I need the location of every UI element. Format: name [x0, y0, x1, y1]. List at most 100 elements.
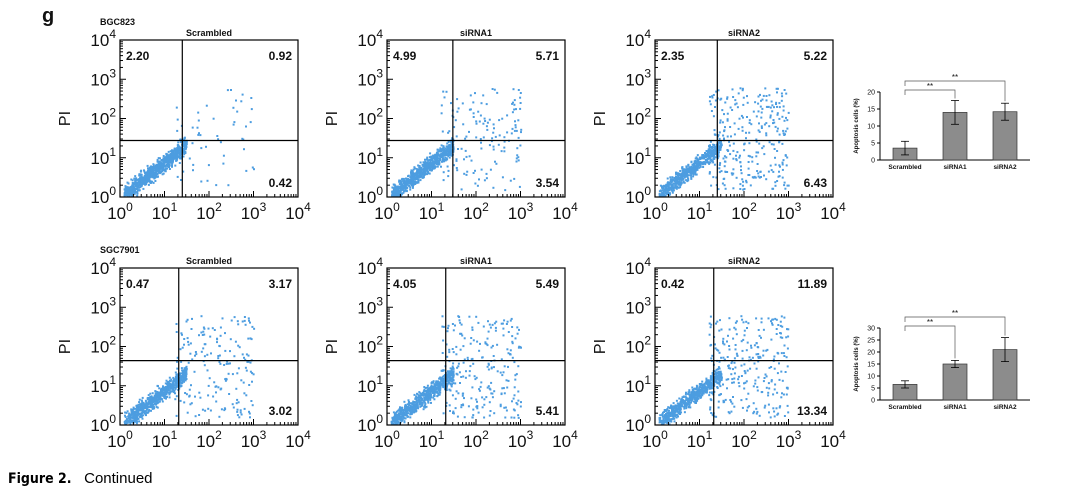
dot — [442, 90, 445, 93]
dot — [503, 136, 506, 139]
dot — [398, 409, 401, 412]
dot — [472, 172, 475, 174]
dot — [667, 181, 669, 184]
dot — [671, 176, 674, 179]
dot — [673, 176, 676, 179]
dot — [778, 170, 780, 173]
dot — [672, 189, 675, 192]
dot — [694, 169, 697, 172]
dot — [660, 193, 663, 196]
dot — [414, 397, 417, 400]
dot — [776, 112, 779, 115]
dot — [167, 158, 170, 160]
dot — [659, 190, 662, 193]
dot — [504, 406, 507, 409]
dot — [442, 339, 445, 342]
dot — [664, 192, 667, 195]
dot — [194, 351, 197, 353]
dot — [235, 387, 238, 390]
dot — [150, 175, 153, 178]
dot — [704, 152, 706, 154]
dot — [195, 353, 198, 356]
dot — [773, 148, 776, 150]
dot — [762, 145, 765, 148]
dot — [745, 131, 747, 134]
dot — [448, 146, 451, 149]
dot — [410, 176, 413, 179]
dot — [139, 173, 142, 176]
dot — [448, 377, 451, 380]
dot — [417, 169, 420, 172]
dot — [481, 406, 484, 409]
dot — [774, 184, 777, 187]
dot — [184, 148, 187, 151]
dot — [133, 420, 136, 423]
dot — [452, 374, 455, 377]
dot — [458, 319, 461, 322]
dot — [422, 167, 425, 170]
dot — [731, 88, 734, 91]
dot — [700, 157, 703, 160]
dot — [175, 373, 178, 376]
dot — [498, 119, 501, 122]
dot — [432, 161, 435, 164]
dot — [391, 416, 394, 419]
dot — [723, 155, 726, 158]
dot — [236, 414, 239, 417]
tick-label: 101 — [357, 145, 383, 168]
plot-title: siRNA2 — [728, 28, 760, 38]
dot — [675, 180, 678, 183]
tick-label: 104 — [285, 428, 311, 451]
dot — [702, 154, 705, 156]
dot — [410, 184, 413, 187]
dot — [180, 367, 183, 370]
dot — [762, 94, 765, 97]
dot — [503, 146, 506, 149]
dot — [243, 148, 245, 151]
dot — [167, 385, 169, 388]
dot — [243, 356, 245, 359]
dot — [156, 175, 159, 178]
dot — [398, 179, 401, 182]
dot — [712, 148, 715, 151]
dot — [515, 160, 518, 163]
dot — [407, 399, 410, 402]
dot — [692, 175, 695, 178]
dot — [486, 386, 489, 389]
tick-label: 102 — [357, 106, 383, 129]
dot — [171, 162, 174, 165]
tick-label: 102 — [196, 200, 222, 223]
dot — [126, 421, 129, 424]
dot — [683, 181, 686, 184]
dot — [702, 166, 705, 168]
dot — [759, 93, 761, 96]
dot — [755, 138, 758, 141]
dot — [170, 157, 173, 160]
dot — [175, 331, 178, 333]
dot — [226, 360, 229, 363]
dot — [514, 126, 517, 129]
dot — [783, 89, 786, 91]
dot — [130, 416, 133, 419]
dot — [233, 355, 236, 358]
dot — [172, 381, 175, 384]
dot — [172, 149, 175, 152]
dot — [447, 169, 450, 172]
dot — [439, 159, 442, 162]
dot — [436, 158, 439, 161]
dot — [156, 399, 159, 401]
bar-y-tick: 20 — [867, 90, 875, 97]
dot — [410, 412, 413, 415]
dot — [424, 398, 427, 401]
dot — [427, 166, 430, 169]
dot — [739, 87, 742, 90]
dot — [437, 389, 440, 392]
dot — [430, 155, 433, 158]
dot — [402, 191, 405, 194]
dot — [140, 399, 143, 402]
dot — [198, 391, 201, 394]
dot — [742, 103, 745, 106]
dot — [433, 162, 436, 165]
dot — [166, 167, 168, 170]
